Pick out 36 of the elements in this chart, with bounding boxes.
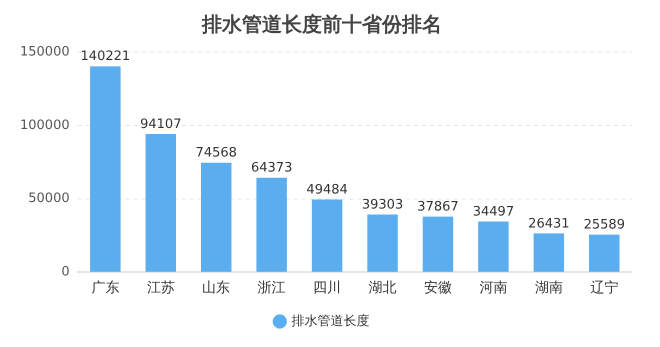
data-label: 49484 bbox=[306, 182, 348, 198]
data-label: 74568 bbox=[196, 146, 237, 161]
y-tick-label: 100000 bbox=[20, 118, 70, 133]
x-tick-label: 山东 bbox=[202, 280, 230, 296]
y-tick-label: 0 bbox=[61, 264, 70, 280]
bar bbox=[589, 234, 620, 272]
data-label: 94107 bbox=[140, 116, 182, 132]
data-label: 25589 bbox=[584, 218, 625, 233]
x-tick-label: 湖南 bbox=[534, 280, 563, 296]
data-label: 64373 bbox=[250, 160, 292, 176]
y-tick-label: 150000 bbox=[20, 44, 70, 60]
bar bbox=[534, 233, 564, 272]
x-tick-label: 江苏 bbox=[146, 280, 175, 296]
x-tick-label: 四川 bbox=[313, 280, 342, 296]
x-tick-label: 浙江 bbox=[258, 280, 286, 296]
data-label: 34497 bbox=[472, 204, 514, 220]
bar bbox=[256, 178, 287, 272]
data-label: 140221 bbox=[80, 49, 130, 64]
data-label: 26431 bbox=[528, 216, 570, 232]
x-tick-label: 安徽 bbox=[424, 280, 452, 296]
x-tick-label: 河南 bbox=[479, 280, 508, 296]
x-tick-label: 辽宁 bbox=[590, 280, 618, 296]
chart-title: 排水管道长度前十省份排名 bbox=[201, 12, 442, 36]
data-label: 37867 bbox=[417, 199, 459, 214]
x-tick-label: 湖北 bbox=[368, 280, 397, 296]
y-tick-label: 50000 bbox=[28, 191, 70, 206]
bar bbox=[478, 222, 509, 272]
data-label: 39303 bbox=[362, 197, 404, 212]
x-tick-label: 广东 bbox=[91, 280, 120, 296]
bar bbox=[312, 200, 342, 272]
bar bbox=[422, 216, 454, 272]
legend-label: 排水管道长度 bbox=[291, 312, 370, 329]
bar bbox=[90, 66, 121, 272]
bar bbox=[367, 214, 398, 272]
bar bbox=[146, 134, 176, 272]
bar bbox=[200, 162, 232, 272]
